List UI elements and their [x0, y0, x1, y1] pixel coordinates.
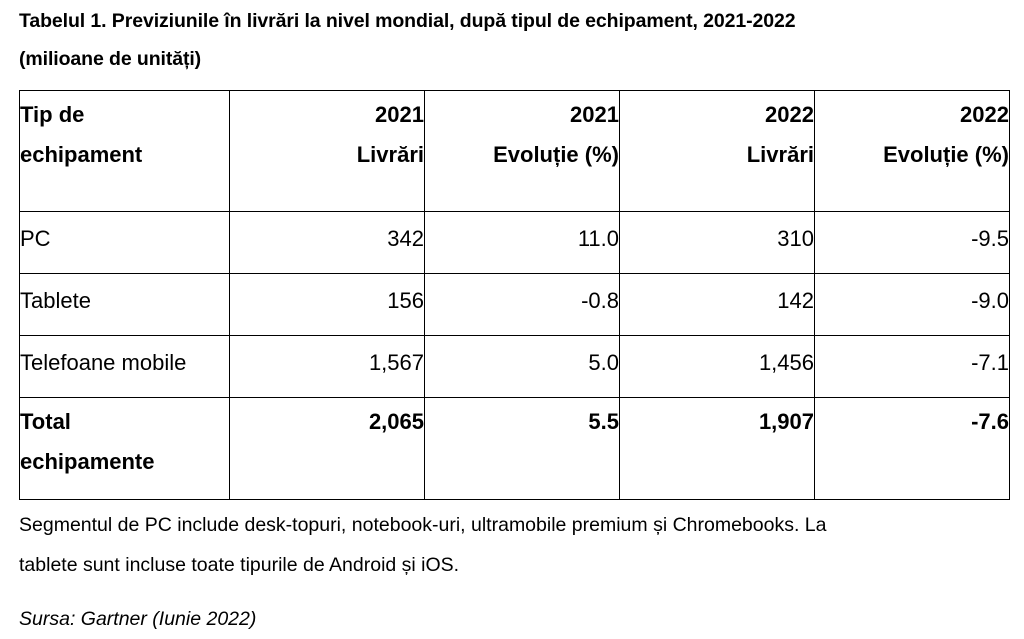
cell-2021-shipments: 156 [229, 273, 425, 336]
source-citation: Sursa: Gartner (Iunie 2022) [19, 608, 257, 630]
cell-2022-shipments: 310 [619, 211, 815, 274]
cell-total-label: Total echipamente [19, 397, 230, 500]
table-caption: Tabelul 1. Previziunile în livrări la ni… [19, 2, 1009, 78]
shipments-table: Tip de echipament 2021 Livrări 2021 Evol… [19, 90, 1010, 500]
cell-2022-shipments: 1,456 [619, 335, 815, 398]
header-2021-growth: 2021 Evoluție (%) [424, 90, 620, 212]
cell-total-2022-growth: -7.6 [814, 397, 1010, 500]
cell-device-type: PC [19, 211, 230, 274]
cell-2022-growth: -9.0 [814, 273, 1010, 336]
header-2021-shipments: 2021 Livrări [229, 90, 425, 212]
table-row: PC 342 11.0 310 -9.5 [19, 211, 1010, 274]
cell-2022-shipments: 142 [619, 273, 815, 336]
footnote-line: tablete sunt incluse toate tipurile de A… [19, 554, 460, 576]
table-footnote: Segmentul de PC include desk-topuri, not… [19, 505, 1009, 585]
cell-2021-growth: 5.0 [424, 335, 620, 398]
cell-2021-shipments: 1,567 [229, 335, 425, 398]
header-2022-growth: 2022 Evoluție (%) [814, 90, 1010, 212]
cell-2021-shipments: 342 [229, 211, 425, 274]
table-total-row: Total echipamente 2,065 5.5 1,907 -7.6 [19, 397, 1010, 500]
cell-2022-growth: -9.5 [814, 211, 1010, 274]
caption-title: Tabelul 1. Previziunile în livrări la ni… [19, 10, 796, 32]
caption-units: (milioane de unități) [19, 48, 202, 70]
footnote-line: Segmentul de PC include desk-topuri, not… [19, 514, 827, 536]
table-row: Tablete 156 -0.8 142 -9.0 [19, 273, 1010, 336]
cell-device-type: Telefoane mobile [19, 335, 230, 398]
table-header-row: Tip de echipament 2021 Livrări 2021 Evol… [19, 90, 1010, 212]
cell-total-2021-growth: 5.5 [424, 397, 620, 500]
cell-2021-growth: 11.0 [424, 211, 620, 274]
cell-2022-growth: -7.1 [814, 335, 1010, 398]
cell-total-2021-shipments: 2,065 [229, 397, 425, 500]
header-2022-shipments: 2022 Livrări [619, 90, 815, 212]
cell-2021-growth: -0.8 [424, 273, 620, 336]
cell-total-2022-shipments: 1,907 [619, 397, 815, 500]
header-device-type: Tip de echipament [19, 90, 230, 212]
cell-device-type: Tablete [19, 273, 230, 336]
table-row: Telefoane mobile 1,567 5.0 1,456 -7.1 [19, 335, 1010, 398]
